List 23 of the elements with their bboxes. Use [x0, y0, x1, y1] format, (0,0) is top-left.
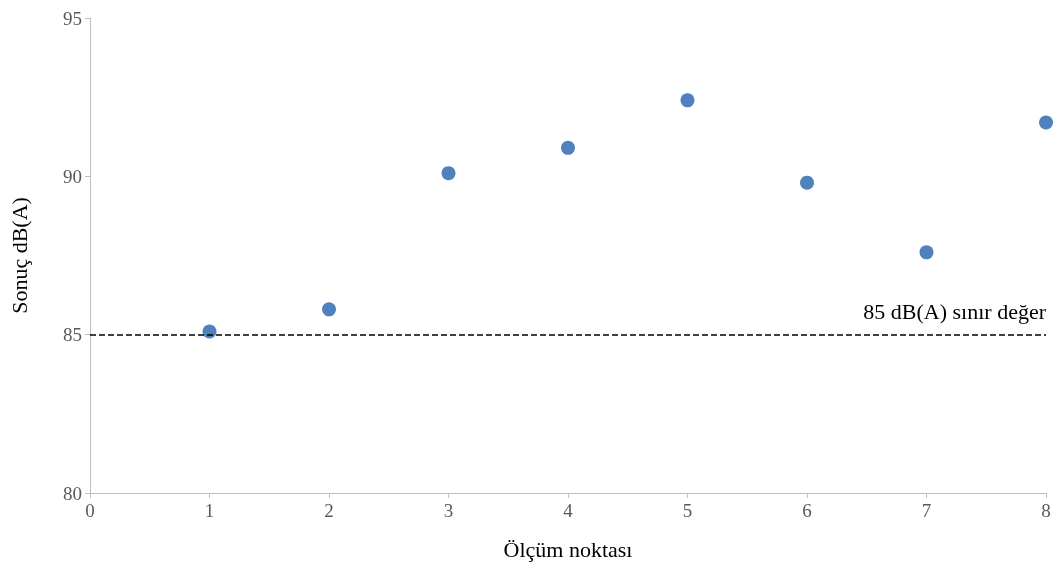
x-tick-label: 6 — [802, 500, 812, 521]
y-tick-label: 95 — [63, 7, 82, 29]
y-axis-title: Sonuç dB(A) — [6, 197, 32, 314]
point — [1039, 115, 1053, 130]
y-tick-label: 80 — [63, 482, 82, 504]
point — [800, 175, 814, 190]
x-tick-label: 3 — [443, 500, 454, 521]
point — [322, 302, 336, 317]
point — [561, 140, 575, 155]
x-tick-label: 1 — [204, 500, 215, 521]
point — [441, 166, 456, 181]
point — [680, 93, 695, 108]
x-tick-label: 4 — [563, 500, 574, 521]
x-axis-title: Ölçüm noktası — [503, 536, 633, 562]
x-tick-label: 5 — [682, 500, 693, 521]
x-tick-label: 0 — [85, 500, 95, 521]
x-tick-label: 2 — [324, 500, 334, 521]
ref-line-label: 85 dB(A) sınır değer — [863, 299, 1047, 325]
y-tick-label: 90 — [63, 165, 82, 187]
point — [919, 245, 934, 260]
x-tick-label: 8 — [1041, 500, 1051, 521]
x-tick-label: 7 — [921, 500, 932, 521]
y-tick-label: 85 — [63, 324, 82, 346]
